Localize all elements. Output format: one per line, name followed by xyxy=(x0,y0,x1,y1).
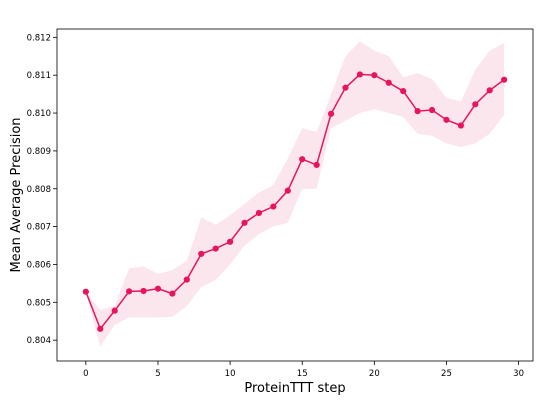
data-point xyxy=(111,307,118,314)
plot-area xyxy=(82,41,508,347)
data-point xyxy=(313,161,320,168)
data-point xyxy=(198,250,205,257)
data-point xyxy=(82,288,89,295)
x-axis: 0 5 10 15 20 25 30 xyxy=(83,361,524,379)
data-point xyxy=(356,71,364,78)
data-point xyxy=(212,245,219,252)
y-axis-title: Mean Average Precision xyxy=(9,117,24,272)
data-point xyxy=(97,325,104,332)
data-point xyxy=(400,87,407,95)
data-point xyxy=(327,110,335,117)
data-point xyxy=(299,156,306,163)
data-point xyxy=(241,219,248,226)
y-axis: 0.804 0.805 0.806 0.807 0.808 0.809 0.810 0.811… xyxy=(27,33,57,346)
data-point xyxy=(126,288,133,295)
data-point xyxy=(371,72,378,79)
y-tick-label: 0.804 xyxy=(27,336,51,346)
data-point xyxy=(226,238,234,245)
x-tick-label: 30 xyxy=(513,369,524,379)
y-tick-label: 0.806 xyxy=(27,260,51,270)
y-tick-label: 0.808 xyxy=(27,185,51,195)
x-tick-label: 0 xyxy=(83,369,88,379)
y-tick-label: 0.807 xyxy=(27,223,51,233)
data-point xyxy=(486,87,493,94)
data-point xyxy=(183,276,190,283)
data-point xyxy=(270,203,277,210)
data-point xyxy=(472,101,479,108)
data-point xyxy=(169,290,176,297)
data-point xyxy=(385,79,392,86)
data-point xyxy=(414,108,421,115)
data-point xyxy=(255,209,263,217)
data-point xyxy=(457,122,464,129)
data-point xyxy=(342,84,349,91)
data-point xyxy=(154,285,162,292)
x-tick-label: 25 xyxy=(441,369,452,379)
y-tick-label: 0.805 xyxy=(27,298,51,308)
data-point xyxy=(140,287,147,295)
confidence-band xyxy=(85,41,505,347)
data-point xyxy=(501,76,508,83)
x-tick-label: 15 xyxy=(297,369,308,379)
data-point xyxy=(443,116,450,123)
x-tick-label: 10 xyxy=(225,369,236,379)
data-point xyxy=(428,106,436,114)
x-axis-title: ProteinTTT step xyxy=(244,381,345,396)
data-point xyxy=(284,187,291,194)
plot-frame xyxy=(56,28,534,362)
x-tick-label: 20 xyxy=(369,369,380,379)
y-tick-label: 0.811 xyxy=(27,71,51,81)
y-tick-label: 0.809 xyxy=(27,147,51,157)
x-tick-label: 5 xyxy=(155,369,160,379)
y-tick-label: 0.810 xyxy=(27,109,51,119)
y-tick-label: 0.812 xyxy=(27,33,51,43)
